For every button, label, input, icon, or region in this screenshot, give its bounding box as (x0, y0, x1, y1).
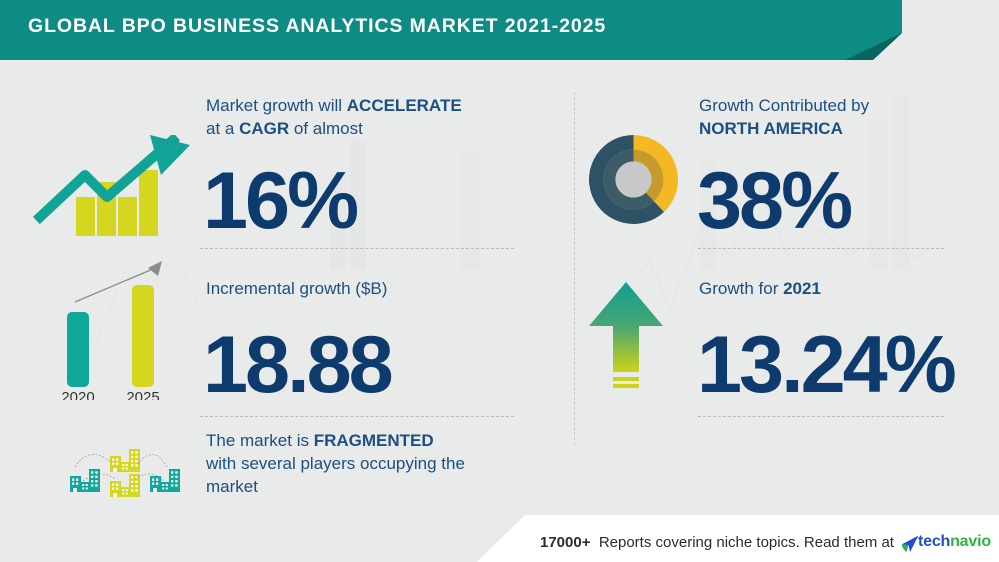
svg-text:2025: 2025 (126, 389, 159, 400)
svg-text:2020: 2020 (61, 389, 94, 400)
